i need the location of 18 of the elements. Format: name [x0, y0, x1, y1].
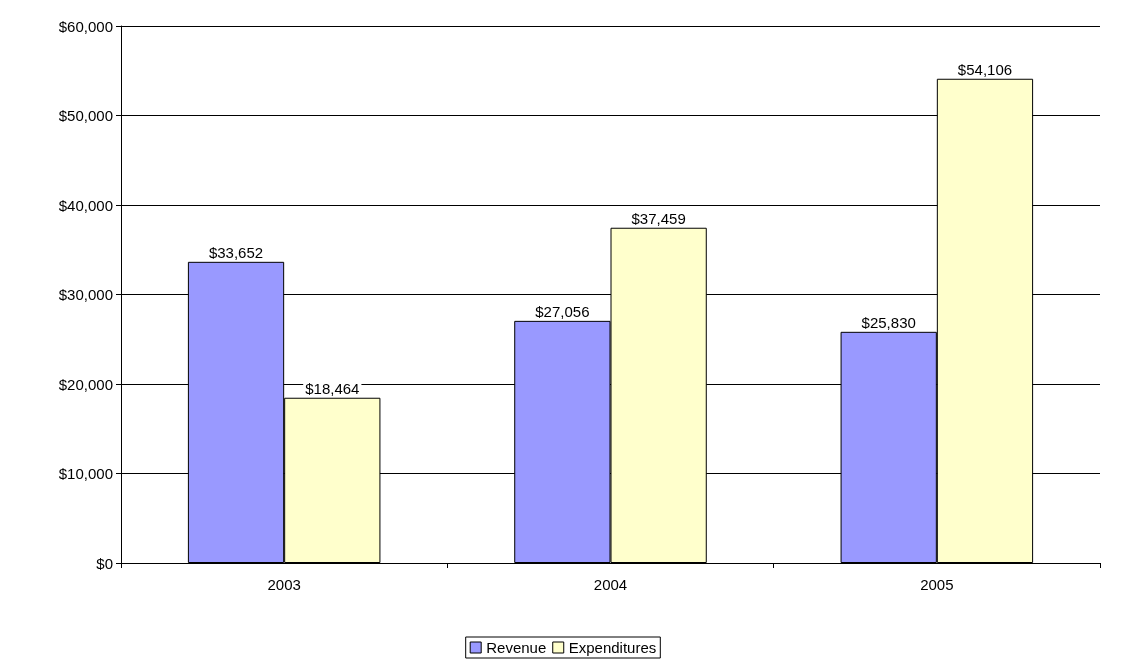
x-tick-label: 2003	[267, 576, 301, 593]
legend-label: Expenditures	[568, 639, 657, 656]
data-label: $25,830	[861, 313, 916, 331]
data-label: $18,464	[305, 379, 360, 397]
x-tick-label: 2005	[920, 576, 954, 593]
data-label: $27,056	[535, 302, 590, 320]
y-tick-label: $10,000	[58, 465, 113, 482]
data-label: $33,652	[208, 243, 264, 261]
y-tick-label: $60,000	[58, 17, 113, 35]
data-label: $37,459	[631, 209, 686, 227]
data-label: $54,106	[957, 60, 1013, 78]
y-tick-label: $20,000	[58, 375, 113, 393]
y-tick-label: $30,000	[58, 286, 113, 303]
y-tick-label: $0	[96, 554, 113, 572]
y-tick-label: $40,000	[58, 196, 113, 214]
y-tick-label: $50,000	[58, 107, 113, 124]
x-tick-label: 2004	[593, 576, 628, 593]
legend-label: Revenue	[486, 639, 547, 656]
